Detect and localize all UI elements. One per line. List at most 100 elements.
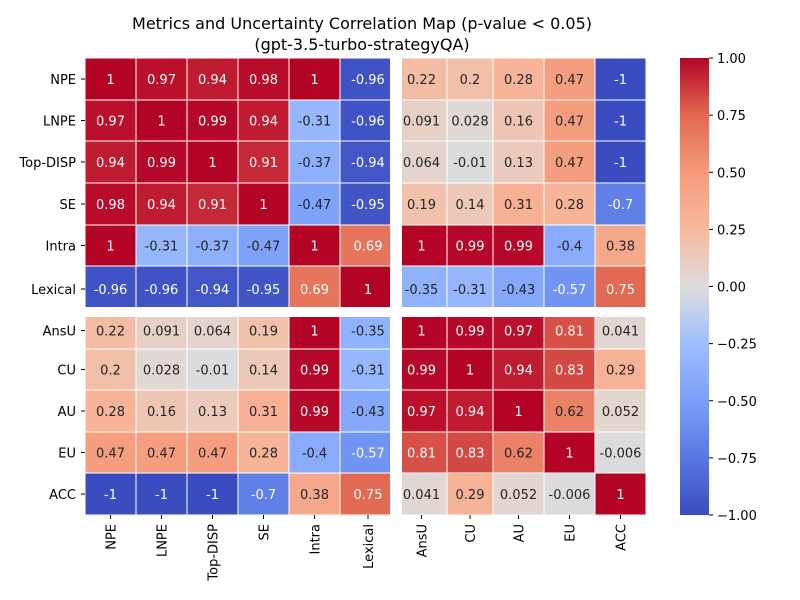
- heatmap-cell: [237, 431, 290, 474]
- x-tick-label: Lexical: [362, 524, 377, 569]
- heatmap-cell-label: 0.81: [407, 447, 436, 462]
- heatmap-cell-label: -0.4: [557, 240, 582, 255]
- heatmap-cell: [543, 389, 596, 433]
- colorbar-tick-label: 0.75: [717, 109, 746, 124]
- heatmap-cell: [543, 224, 596, 267]
- heatmap-cell: [237, 311, 290, 350]
- heatmap-cell-label: 0.47: [555, 115, 584, 130]
- heatmap-cell: [84, 57, 137, 101]
- heatmap-cell-label: 1: [310, 240, 318, 255]
- heatmap-cell-label: 0.14: [249, 364, 278, 379]
- y-tick-label: ACC: [49, 488, 76, 503]
- heatmap-cell: [594, 57, 647, 101]
- heatmap-cell: [237, 182, 290, 226]
- heatmap-cell: [186, 224, 239, 267]
- heatmap-cell-label: -0.57: [553, 283, 587, 298]
- heatmap-cell: [135, 348, 188, 391]
- heatmap-cell: [395, 311, 448, 350]
- heatmap-cell: [446, 311, 494, 350]
- heatmap-cell-label: 1: [417, 325, 425, 340]
- heatmap-cell-label: -0.35: [405, 283, 439, 298]
- row-separator: [85, 307, 646, 317]
- heatmap-cell: [186, 57, 239, 101]
- heatmap-cell-label: 0.052: [602, 405, 639, 420]
- heatmap-cell: [135, 472, 188, 516]
- heatmap-cell: [543, 182, 596, 226]
- heatmap-cell: [186, 431, 239, 474]
- heatmap-cell-label: 0.99: [147, 156, 176, 171]
- heatmap-cell: [84, 265, 137, 313]
- heatmap-cell-label: 0.16: [147, 405, 176, 420]
- heatmap-cell: [594, 99, 647, 142]
- heatmap-cell-label: -0.37: [196, 240, 230, 255]
- heatmap-cell: [237, 224, 290, 267]
- x-tick-label: NPE: [105, 524, 120, 550]
- heatmap-cell: [339, 224, 397, 267]
- heatmap-cell: [543, 311, 596, 350]
- heatmap-cell-label: -0.95: [351, 198, 385, 213]
- heatmap-cell: [594, 182, 647, 226]
- heatmap-cell-label: 0.091: [143, 325, 180, 340]
- heatmap-cell-label: 0.83: [456, 447, 485, 462]
- heatmap-cell-label: 1: [616, 488, 624, 503]
- heatmap-cell: [492, 140, 545, 184]
- heatmap-cell: [543, 348, 596, 391]
- heatmap-cell-label: 0.99: [456, 325, 485, 340]
- heatmap-cell: [446, 99, 494, 142]
- heatmap-cell: [492, 389, 545, 433]
- heatmap-cell-label: -0.43: [351, 405, 385, 420]
- heatmap-cell: [339, 57, 397, 101]
- heatmap-cell-label: 0.62: [504, 447, 533, 462]
- heatmap-cell: [395, 224, 448, 267]
- heatmap-cell-label: -0.43: [502, 283, 536, 298]
- heatmap-cell-label: 0.041: [602, 325, 639, 340]
- heatmap-cell-label: 0.97: [147, 73, 176, 88]
- heatmap-cell-label: -0.01: [196, 364, 230, 379]
- heatmap-cell: [594, 348, 647, 391]
- heatmap-cell-label: 0.47: [198, 447, 227, 462]
- heatmap-cell: [594, 472, 647, 516]
- heatmap-cell-label: 1: [514, 405, 522, 420]
- heatmap-cell-label: 1: [310, 325, 318, 340]
- heatmap-cell-label: 0.47: [147, 447, 176, 462]
- heatmap-cell-label: 0.31: [504, 198, 533, 213]
- heatmap-cell: [339, 182, 397, 226]
- heatmap-cell-label: 0.47: [555, 73, 584, 88]
- y-tick-label: AU: [58, 405, 76, 420]
- heatmap-cell-label: 0.69: [300, 283, 329, 298]
- heatmap-cell-label: -0.006: [600, 447, 642, 462]
- heatmap-cell: [84, 389, 137, 433]
- y-tick-label: Intra: [46, 240, 76, 255]
- heatmap-cell: [395, 389, 448, 433]
- heatmap-cell: [395, 182, 448, 226]
- heatmap-cell: [237, 348, 290, 391]
- y-axis-tick-labels: NPE LNPE Top-DISP SE Intra Lexical AnsU CU AU EU A…: [18, 73, 85, 503]
- heatmap-cell-label: -0.37: [298, 156, 332, 171]
- heatmap-cell-label: 0.28: [249, 447, 278, 462]
- heatmap-cell: [446, 389, 494, 433]
- heatmap-cell-label: 0.94: [198, 73, 227, 88]
- heatmap-cell-label: 0.31: [249, 405, 278, 420]
- heatmap-cell-label: 0.94: [96, 156, 125, 171]
- heatmap-cell: [492, 182, 545, 226]
- x-tick-label: ACC: [615, 524, 630, 551]
- heatmap-cell-label: 0.75: [606, 283, 635, 298]
- heatmap-cell: [395, 140, 448, 184]
- heatmap-cell-label: 0.041: [403, 488, 440, 503]
- x-tick-label: AnsU: [416, 524, 431, 557]
- colorbar-tick-label: −0.50: [717, 395, 757, 410]
- heatmap-cell-label: 0.94: [249, 115, 278, 130]
- heatmap-cell-label: -0.94: [196, 283, 230, 298]
- heatmap-cell: [492, 472, 545, 516]
- heatmap-cell-label: -0.47: [298, 198, 332, 213]
- heatmap-cell-label: 0.99: [198, 115, 227, 130]
- heatmap-cell-label: 0.47: [96, 447, 125, 462]
- heatmap-cell: [492, 224, 545, 267]
- heatmap-cell: [288, 431, 341, 474]
- colorbar-gradient: [680, 58, 709, 515]
- heatmap-cell-label: 0.16: [504, 115, 533, 130]
- heatmap-cell-label: 0.22: [407, 73, 436, 88]
- heatmap-cell: [186, 472, 239, 516]
- heatmap-cell: [492, 265, 545, 313]
